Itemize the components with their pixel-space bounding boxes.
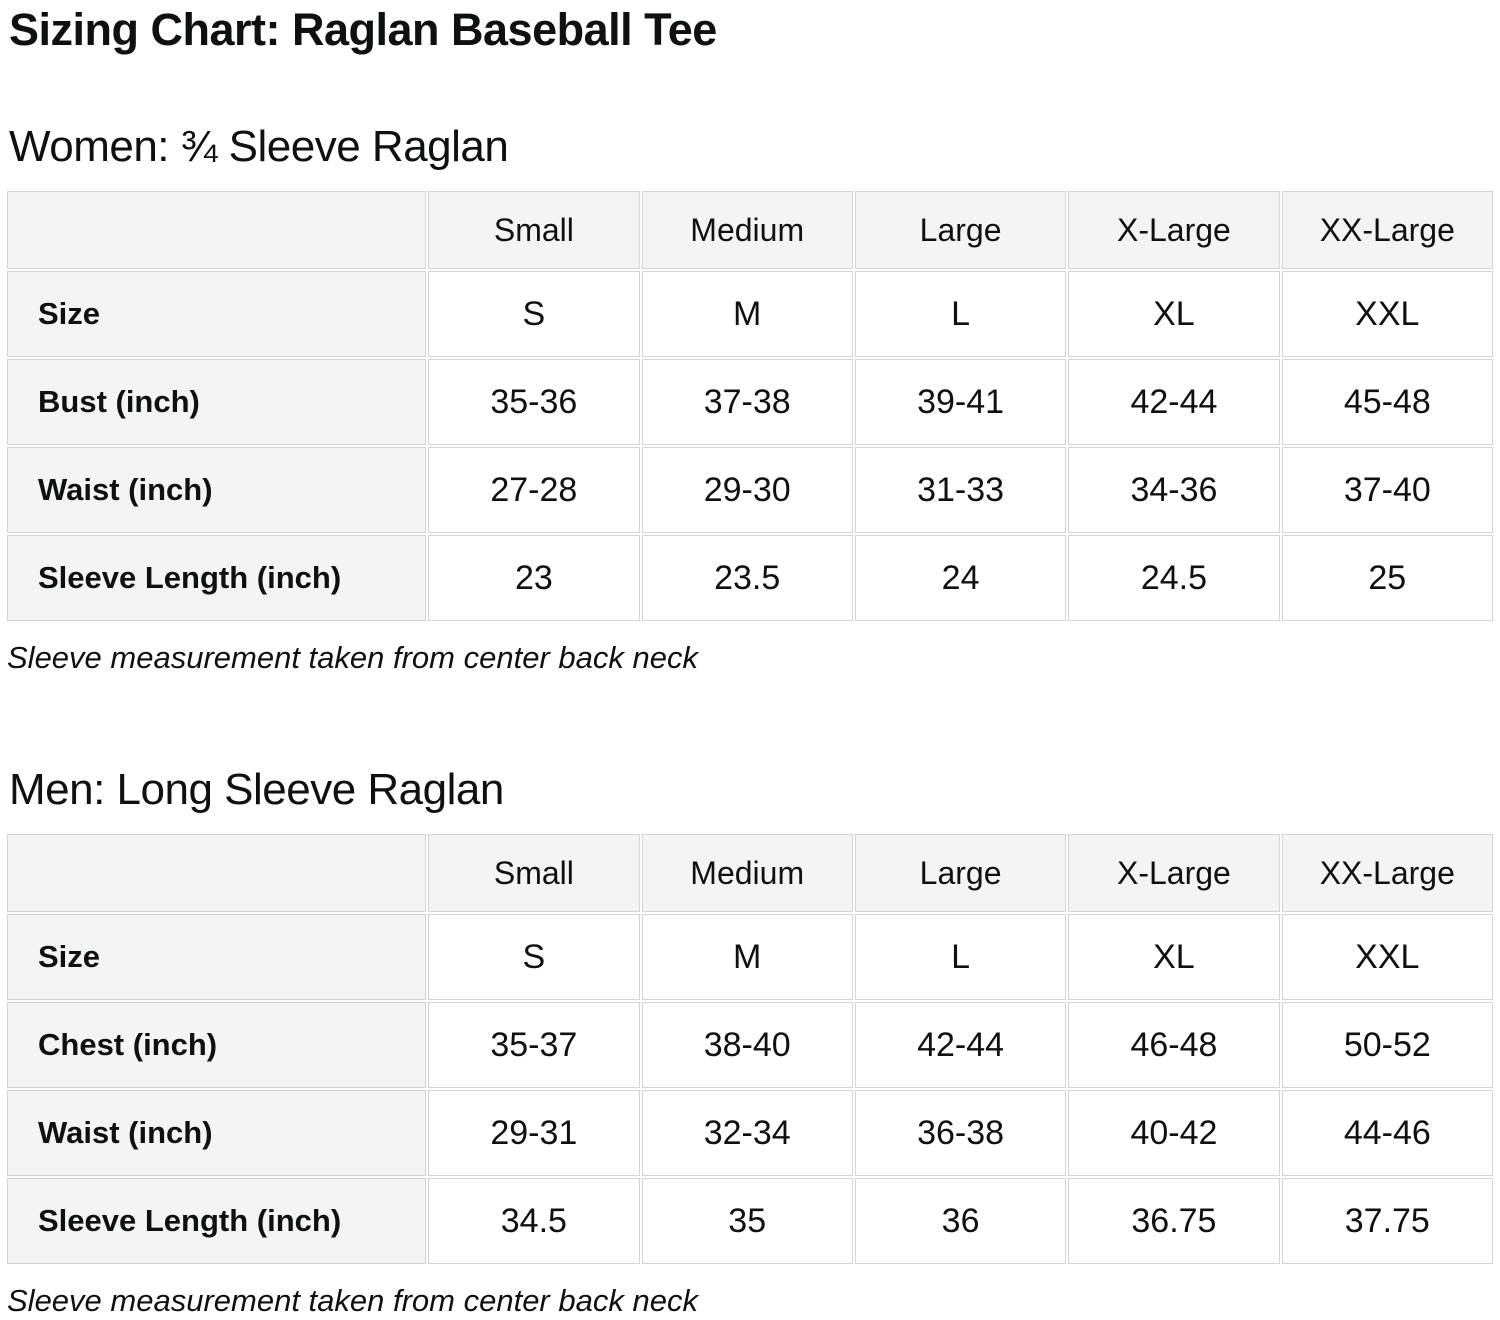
table-row-chest: Chest (inch) 35-37 38-40 42-44 46-48 50-… — [7, 1002, 1493, 1088]
measurement-cell: 36 — [854, 1178, 1067, 1264]
row-label: Size — [7, 914, 427, 1000]
table-row-sleeve-length: Sleeve Length (inch) 34.5 35 36 36.75 37… — [7, 1178, 1493, 1264]
measurement-cell: 29-30 — [641, 447, 853, 533]
measurement-cell: 24.5 — [1068, 535, 1280, 621]
column-header-large: Large — [854, 834, 1067, 912]
column-header-xlarge: X-Large — [1068, 834, 1280, 912]
measurement-cell: 35-37 — [428, 1002, 640, 1088]
column-header-small: Small — [428, 191, 640, 269]
size-cell: M — [641, 271, 853, 357]
column-header-medium: Medium — [641, 834, 853, 912]
size-cell: S — [428, 914, 640, 1000]
row-label: Waist (inch) — [7, 1090, 427, 1176]
sizing-table-women: Small Medium Large X-Large XX-Large Size… — [5, 189, 1495, 623]
measurement-cell: 29-31 — [428, 1090, 640, 1176]
section-heading-women: Women: ¾ Sleeve Raglan — [9, 122, 509, 171]
size-cell: L — [854, 271, 1067, 357]
measurement-cell: 23 — [428, 535, 640, 621]
row-label: Bust (inch) — [7, 359, 427, 445]
corner-cell — [7, 834, 427, 912]
measurement-cell: 46-48 — [1068, 1002, 1280, 1088]
table-note-men: Sleeve measurement taken from center bac… — [7, 1283, 698, 1318]
size-cell: L — [854, 914, 1067, 1000]
page-title: Sizing Chart: Raglan Baseball Tee — [9, 4, 717, 55]
measurement-cell: 27-28 — [428, 447, 640, 533]
measurement-cell: 37.75 — [1281, 1178, 1493, 1264]
table-row-waist: Waist (inch) 27-28 29-30 31-33 34-36 37-… — [7, 447, 1493, 533]
measurement-cell: 37-40 — [1281, 447, 1493, 533]
table-row-sleeve-length: Sleeve Length (inch) 23 23.5 24 24.5 25 — [7, 535, 1493, 621]
measurement-cell: 50-52 — [1281, 1002, 1493, 1088]
measurement-cell: 36-38 — [854, 1090, 1067, 1176]
column-header-small: Small — [428, 834, 640, 912]
row-label: Sleeve Length (inch) — [7, 1178, 427, 1264]
row-label: Sleeve Length (inch) — [7, 535, 427, 621]
table-row-waist: Waist (inch) 29-31 32-34 36-38 40-42 44-… — [7, 1090, 1493, 1176]
size-cell: XXL — [1281, 914, 1493, 1000]
column-header-xxlarge: XX-Large — [1281, 834, 1493, 912]
measurement-cell: 31-33 — [854, 447, 1067, 533]
column-header-medium: Medium — [641, 191, 853, 269]
column-header-xlarge: X-Large — [1068, 191, 1280, 269]
table-note-women: Sleeve measurement taken from center bac… — [7, 640, 698, 675]
row-label: Chest (inch) — [7, 1002, 427, 1088]
column-header-large: Large — [854, 191, 1067, 269]
measurement-cell: 36.75 — [1068, 1178, 1280, 1264]
table-row-size: Size S M L XL XXL — [7, 271, 1493, 357]
measurement-cell: 40-42 — [1068, 1090, 1280, 1176]
measurement-cell: 24 — [854, 535, 1067, 621]
size-cell: S — [428, 271, 640, 357]
size-cell: XXL — [1281, 271, 1493, 357]
measurement-cell: 44-46 — [1281, 1090, 1493, 1176]
measurement-cell: 42-44 — [1068, 359, 1280, 445]
measurement-cell: 45-48 — [1281, 359, 1493, 445]
table-header-row: Small Medium Large X-Large XX-Large — [7, 191, 1493, 269]
measurement-cell: 35 — [641, 1178, 853, 1264]
size-cell: XL — [1068, 271, 1280, 357]
measurement-cell: 34-36 — [1068, 447, 1280, 533]
corner-cell — [7, 191, 427, 269]
table-row-size: Size S M L XL XXL — [7, 914, 1493, 1000]
sizing-table-men: Small Medium Large X-Large XX-Large Size… — [5, 832, 1495, 1266]
table-header-row: Small Medium Large X-Large XX-Large — [7, 834, 1493, 912]
measurement-cell: 39-41 — [854, 359, 1067, 445]
measurement-cell: 25 — [1281, 535, 1493, 621]
size-cell: XL — [1068, 914, 1280, 1000]
measurement-cell: 35-36 — [428, 359, 640, 445]
table-row-bust: Bust (inch) 35-36 37-38 39-41 42-44 45-4… — [7, 359, 1493, 445]
measurement-cell: 37-38 — [641, 359, 853, 445]
measurement-cell: 34.5 — [428, 1178, 640, 1264]
measurement-cell: 38-40 — [641, 1002, 853, 1088]
row-label: Waist (inch) — [7, 447, 427, 533]
section-heading-men: Men: Long Sleeve Raglan — [9, 765, 504, 814]
measurement-cell: 42-44 — [854, 1002, 1067, 1088]
column-header-xxlarge: XX-Large — [1281, 191, 1493, 269]
size-cell: M — [641, 914, 853, 1000]
measurement-cell: 32-34 — [641, 1090, 853, 1176]
measurement-cell: 23.5 — [641, 535, 853, 621]
row-label: Size — [7, 271, 427, 357]
